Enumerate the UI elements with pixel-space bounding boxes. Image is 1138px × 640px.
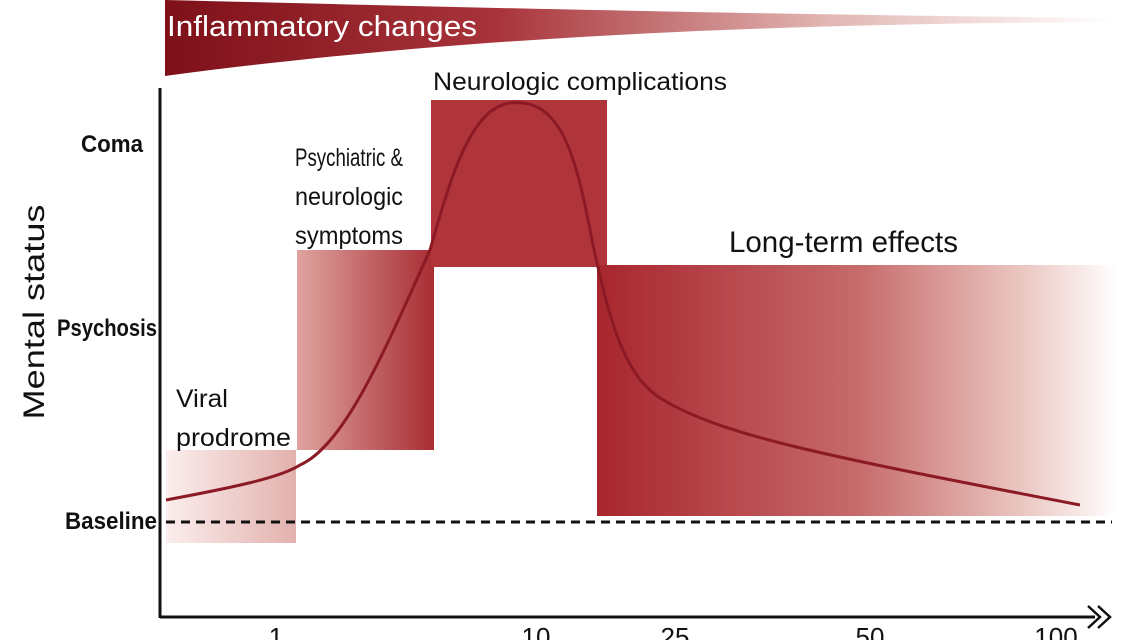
x-tick-100: 100 bbox=[1034, 622, 1077, 640]
viral-prodrome-label: Viral prodrome bbox=[176, 385, 291, 452]
long-term-effects-block bbox=[597, 265, 1117, 516]
y-level-psychosis: Psychosis bbox=[57, 315, 157, 342]
viral-prodrome-line-1: Viral bbox=[176, 385, 228, 413]
y-axis-label: Mental status bbox=[18, 205, 51, 420]
long-term-effects-label: Long-term effects bbox=[729, 226, 958, 259]
psychiatric-symptoms-label: Psychiatric & neurologic symptoms bbox=[295, 144, 403, 250]
x-tick-50: 50 bbox=[856, 622, 885, 640]
x-tick-10: 10 bbox=[522, 622, 551, 640]
mental-status-curve bbox=[165, 101, 1081, 507]
x-axis-arrow-icon bbox=[1087, 605, 1112, 629]
psychiatric-symptoms-block bbox=[297, 250, 434, 450]
y-level-baseline: Baseline bbox=[65, 508, 157, 535]
y-level-coma: Coma bbox=[81, 131, 144, 158]
x-tick-25: 25 bbox=[661, 622, 690, 640]
psychiatric-line-1: Psychiatric & bbox=[295, 144, 403, 172]
psychiatric-line-3: symptoms bbox=[295, 222, 403, 250]
neurologic-complications-block bbox=[431, 100, 607, 267]
inflammatory-changes-band: Inflammatory changes bbox=[165, 0, 1115, 76]
x-tick-1: 1 bbox=[269, 622, 283, 640]
psychiatric-line-2: neurologic bbox=[295, 183, 403, 211]
inflammatory-changes-label: Inflammatory changes bbox=[167, 11, 477, 43]
neurologic-complications-label: Neurologic complications bbox=[433, 68, 727, 96]
viral-prodrome-line-2: prodrome bbox=[176, 424, 291, 452]
